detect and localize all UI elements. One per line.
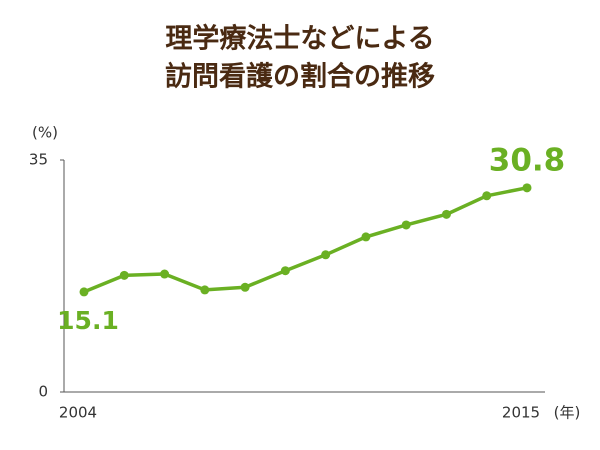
x-tick-label: 2004 — [59, 404, 97, 422]
data-label: 15.1 — [57, 306, 119, 335]
chart-title: 理学療法士などによる — [165, 23, 434, 55]
point — [401, 220, 411, 230]
y-unit: (%) — [32, 124, 58, 142]
y-tick-label: 35 — [29, 151, 48, 169]
point — [321, 250, 331, 260]
point — [280, 266, 290, 276]
point — [200, 285, 210, 295]
point — [119, 270, 129, 280]
x-unit: (年) — [554, 404, 581, 422]
chart-title: 訪問看護の割合の推移 — [165, 61, 435, 93]
point — [361, 232, 371, 242]
y-tick-label: 0 — [38, 383, 48, 401]
point — [522, 183, 532, 193]
point — [240, 282, 250, 292]
line — [83, 186, 528, 294]
point — [482, 191, 492, 201]
point — [79, 287, 89, 297]
x-tick-label: 2015 — [502, 404, 540, 422]
data-label: 30.8 — [489, 142, 566, 178]
point — [441, 209, 451, 219]
point — [160, 269, 170, 279]
